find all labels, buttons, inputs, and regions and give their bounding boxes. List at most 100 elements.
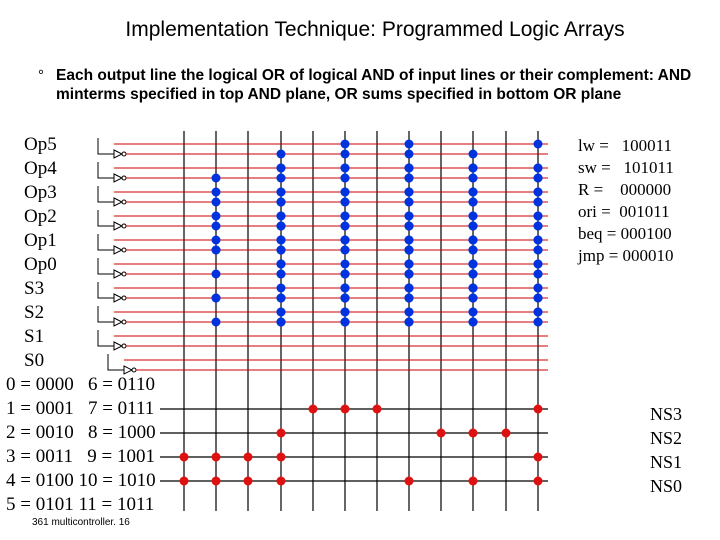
and-plane-connection-dot: [211, 235, 221, 245]
and-plane-connection-dot: [404, 283, 414, 293]
state-code-row: 1 = 0001 7 = 0111: [6, 398, 155, 419]
and-plane-connection-dot: [340, 235, 350, 245]
and-plane-connection-dot: [468, 307, 478, 317]
and-plane-connection-dot: [468, 317, 478, 327]
and-plane-connection-dot: [340, 197, 350, 207]
and-plane-connection-dot: [404, 307, 414, 317]
and-plane-connection-dot: [468, 173, 478, 183]
and-plane-connection-dot: [276, 173, 286, 183]
and-plane-connection-dot: [468, 149, 478, 159]
and-plane-connection-dot: [211, 187, 221, 197]
and-plane-connection-dot: [533, 307, 543, 317]
input-wire: [97, 210, 114, 227]
and-plane-connection-dot: [276, 187, 286, 197]
and-plane-connection-dot: [211, 221, 221, 231]
or-plane-connection-dot: [243, 476, 253, 486]
and-plane-connection-dot: [468, 211, 478, 221]
or-plane-connection-dot: [533, 476, 543, 486]
and-plane-connection-dot: [533, 221, 543, 231]
or-plane-connection-dot: [501, 428, 511, 438]
inverter-bubble-icon: [121, 175, 127, 181]
bullet-icon: °: [38, 67, 44, 84]
inverter-bubble-icon: [121, 199, 127, 205]
and-plane-connection-dot: [276, 221, 286, 231]
input-label-s0: S0: [24, 350, 45, 371]
output-label-ns3: NS3: [650, 404, 683, 424]
state-code-row: 3 = 0011 9 = 1001: [6, 446, 155, 467]
inverter-bubble-icon: [131, 367, 137, 373]
and-plane-connection-dot: [211, 245, 221, 255]
and-plane-connection-dot: [276, 163, 286, 173]
and-plane-connection-dot: [404, 163, 414, 173]
and-plane-connection-dot: [340, 139, 350, 149]
state-code-row: 2 = 0010 8 = 1000: [6, 422, 156, 443]
and-plane-connection-dot: [276, 293, 286, 303]
buffer-icon: [113, 245, 124, 255]
and-plane-connection-dot: [340, 149, 350, 159]
or-plane-connection-dot: [276, 452, 286, 462]
opcode-beq: beq = 000100: [578, 224, 672, 243]
state-code-row: 0 = 0000 6 = 0110: [6, 374, 155, 395]
and-plane-connection-dot: [276, 259, 286, 269]
and-plane-connection-dot: [533, 197, 543, 207]
and-plane-connection-dot: [340, 173, 350, 183]
inverter-bubble-icon: [121, 319, 127, 325]
or-plane-connection-dot: [211, 452, 221, 462]
or-plane-connection-dot: [404, 476, 414, 486]
and-plane-connection-dot: [340, 163, 350, 173]
state-code-row: 5 = 0101 11 = 1011: [6, 494, 155, 515]
and-plane-connection-dot: [276, 149, 286, 159]
and-plane-connection-dot: [276, 317, 286, 327]
or-plane-connection-dot: [340, 404, 350, 414]
and-plane-connection-dot: [211, 173, 221, 183]
and-plane-connection-dot: [468, 197, 478, 207]
and-plane-connection-dot: [533, 317, 543, 327]
or-plane-connection-dot: [179, 476, 189, 486]
and-plane-connection-dot: [468, 259, 478, 269]
and-plane-connection-dot: [404, 221, 414, 231]
and-plane-connection-dot: [276, 197, 286, 207]
buffer-icon: [123, 365, 134, 375]
page-title: Implementation Technique: Programmed Log…: [125, 18, 625, 41]
or-plane-connection-dot: [308, 404, 318, 414]
and-plane-connection-dot: [404, 293, 414, 303]
footer-text: 361 multicontroller. 16: [32, 517, 130, 528]
description-text: Each output line the logical OR of logic…: [56, 67, 692, 103]
and-plane-connection-dot: [404, 211, 414, 221]
and-plane-connection-dot: [211, 197, 221, 207]
or-plane-connection-dot: [468, 428, 478, 438]
input-label-op5: Op5: [24, 134, 57, 155]
input-label-op0: Op0: [24, 254, 57, 275]
and-plane-connection-dot: [533, 283, 543, 293]
or-plane-connection-dot: [436, 428, 446, 438]
and-plane-connection-dot: [404, 139, 414, 149]
and-plane-connection-dot: [404, 235, 414, 245]
input-wire: [97, 282, 114, 299]
and-plane-connection-dot: [276, 235, 286, 245]
input-label-op1: Op1: [24, 230, 57, 251]
opcode-ori: ori = 001011: [578, 202, 670, 221]
input-wire: [97, 234, 114, 251]
input-wire: [97, 138, 114, 155]
and-plane-connection-dot: [468, 235, 478, 245]
opcode-r: R = 000000: [578, 180, 672, 199]
and-plane-connection-dot: [276, 307, 286, 317]
and-plane-connection-dot: [533, 269, 543, 279]
and-plane-connection-dot: [340, 317, 350, 327]
input-wire: [97, 306, 114, 323]
inverter-bubble-icon: [121, 151, 127, 157]
buffer-icon: [113, 293, 124, 303]
and-plane-connection-dot: [533, 211, 543, 221]
inverter-bubble-icon: [121, 343, 127, 349]
opcode-sw: sw = 101011: [578, 158, 674, 177]
output-label-ns2: NS2: [650, 428, 683, 448]
input-label-op3: Op3: [24, 182, 57, 203]
buffer-icon: [113, 269, 124, 279]
input-wire: [107, 354, 124, 371]
and-plane-connection-dot: [533, 293, 543, 303]
or-plane-connection-dot: [243, 452, 253, 462]
and-plane-connection-dot: [276, 283, 286, 293]
or-plane-connection-dot: [276, 476, 286, 486]
opcode-jmp: jmp = 000010: [578, 246, 674, 265]
and-plane-connection-dot: [533, 139, 543, 149]
